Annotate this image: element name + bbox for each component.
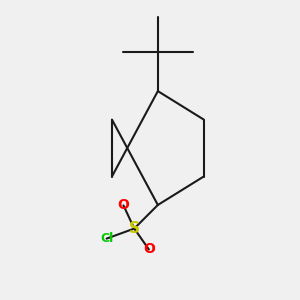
Text: Cl: Cl bbox=[100, 232, 113, 245]
Text: S: S bbox=[129, 221, 140, 236]
Text: O: O bbox=[118, 198, 129, 212]
Text: O: O bbox=[143, 242, 155, 256]
